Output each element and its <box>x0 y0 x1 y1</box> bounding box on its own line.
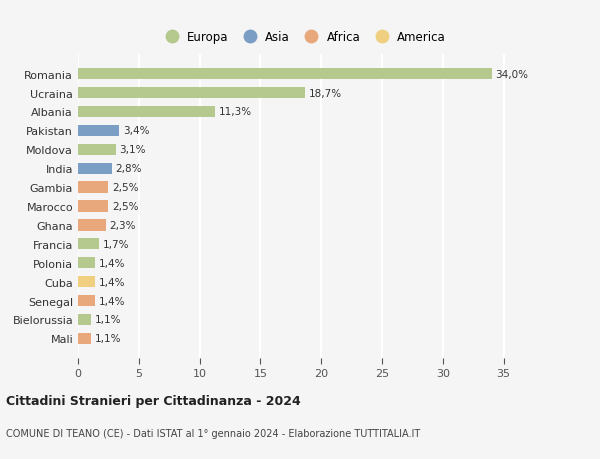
Bar <box>78 163 112 174</box>
Bar <box>78 314 91 325</box>
Text: 3,4%: 3,4% <box>123 126 149 136</box>
Text: 2,3%: 2,3% <box>110 220 136 230</box>
Text: 18,7%: 18,7% <box>309 89 342 98</box>
Bar <box>78 106 215 118</box>
Bar <box>78 144 116 156</box>
Bar <box>78 201 109 212</box>
Text: 1,4%: 1,4% <box>98 277 125 287</box>
Text: 3,1%: 3,1% <box>119 145 146 155</box>
Bar <box>78 88 305 99</box>
Text: 2,8%: 2,8% <box>116 164 142 174</box>
Bar <box>78 295 95 307</box>
Bar <box>78 69 491 80</box>
Bar <box>78 257 95 269</box>
Text: 2,5%: 2,5% <box>112 202 139 212</box>
Bar <box>78 333 91 344</box>
Bar <box>78 220 106 231</box>
Text: 1,7%: 1,7% <box>103 239 129 249</box>
Text: 2,5%: 2,5% <box>112 183 139 193</box>
Text: COMUNE DI TEANO (CE) - Dati ISTAT al 1° gennaio 2024 - Elaborazione TUTTITALIA.I: COMUNE DI TEANO (CE) - Dati ISTAT al 1° … <box>6 428 420 438</box>
Text: 1,4%: 1,4% <box>98 296 125 306</box>
Text: 1,4%: 1,4% <box>98 258 125 268</box>
Bar <box>78 239 98 250</box>
Text: Cittadini Stranieri per Cittadinanza - 2024: Cittadini Stranieri per Cittadinanza - 2… <box>6 394 301 407</box>
Text: 1,1%: 1,1% <box>95 315 122 325</box>
Text: 11,3%: 11,3% <box>219 107 252 117</box>
Text: 34,0%: 34,0% <box>495 69 528 79</box>
Bar <box>78 182 109 193</box>
Bar <box>78 125 119 137</box>
Legend: Europa, Asia, Africa, America: Europa, Asia, Africa, America <box>160 31 446 44</box>
Bar <box>78 276 95 288</box>
Text: 1,1%: 1,1% <box>95 334 122 344</box>
